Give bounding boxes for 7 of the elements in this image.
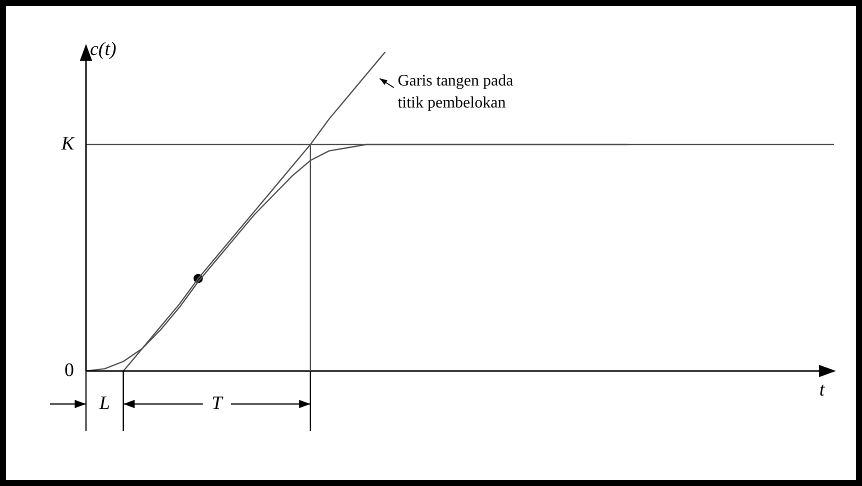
series-label: K (60, 134, 76, 155)
annotation: Garis tangen pada titik pembelokan (398, 72, 514, 112)
x-axis-title: t (819, 380, 826, 400)
text: T (212, 393, 224, 414)
text: L (98, 393, 110, 414)
text: 0 (64, 360, 74, 381)
y-axis-title: c(t) (90, 39, 116, 60)
